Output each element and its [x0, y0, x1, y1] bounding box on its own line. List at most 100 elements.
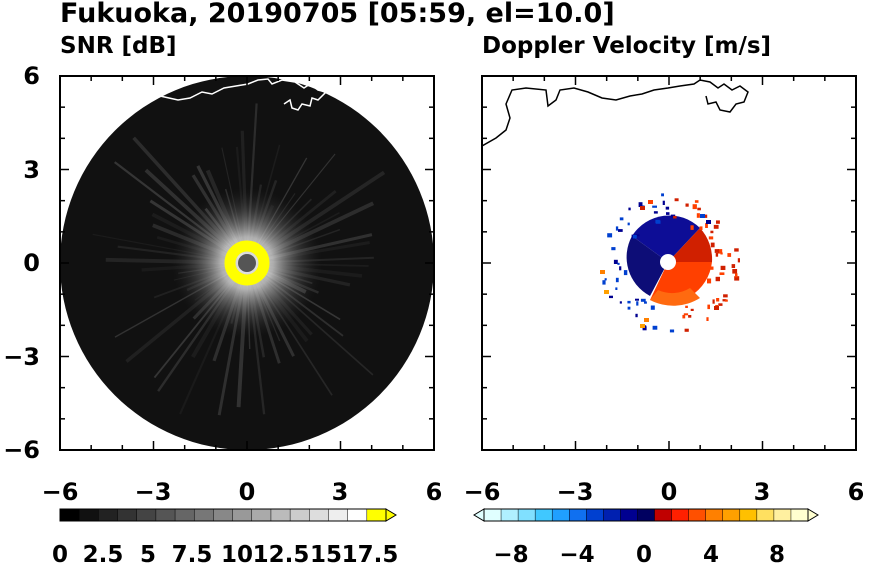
- snr-cb-label: 2.5: [83, 542, 124, 568]
- doppler-speck: [627, 306, 631, 310]
- doppler-speck: [604, 290, 609, 294]
- colorbar-swatch: [569, 509, 587, 521]
- colorbar-swatch: [620, 509, 638, 521]
- doppler-speck: [602, 280, 606, 285]
- colorbar-swatch: [309, 509, 329, 521]
- doppler-speck: [615, 226, 619, 231]
- doppler-speck: [617, 262, 620, 265]
- doppler-speck: [665, 206, 670, 210]
- doppler-speck: [688, 315, 692, 318]
- snr-tick-marks: [59, 75, 435, 451]
- colorbar-swatch: [739, 509, 758, 521]
- doppler-speck: [690, 308, 694, 311]
- colorbar-swatch: [136, 509, 157, 521]
- doppler-x-tick-labels: −6 −3 0 3 6: [464, 478, 865, 506]
- colorbar-swatch: [756, 509, 775, 521]
- doppler-tick-marks: [481, 75, 857, 451]
- doppler-speck: [673, 215, 677, 219]
- doppler-speck: [635, 298, 639, 301]
- doppler-speck: [684, 328, 689, 332]
- snr-x-tick-labels: −6 −3 0 3 6: [42, 478, 443, 506]
- doppler-speck: [640, 324, 645, 328]
- colorbar-swatch: [671, 509, 690, 521]
- doppler-speck: [650, 305, 655, 310]
- doppler-speck: [615, 287, 618, 290]
- doppler-speck: [619, 217, 624, 221]
- snr-cb-label: 12.5: [253, 542, 310, 568]
- snr-cb-label: 15: [310, 542, 342, 568]
- doppler-speck: [700, 214, 705, 218]
- doppler-xtick-label: 0: [661, 478, 678, 506]
- snr-cb-label: 7.5: [172, 542, 213, 568]
- colorbar-swatch: [328, 509, 349, 521]
- colorbar-swatch: [603, 509, 621, 521]
- doppler-speck: [661, 193, 664, 197]
- doppler-speck: [628, 207, 631, 211]
- colorbar-swatch: [213, 509, 234, 521]
- colorbar-swatch: [637, 509, 656, 521]
- doppler-speck: [674, 198, 679, 202]
- doppler-coastline: [482, 79, 749, 147]
- doppler-speck: [696, 213, 700, 218]
- doppler-speck: [611, 247, 616, 251]
- doppler-speck: [723, 294, 728, 298]
- doppler-speck: [609, 295, 613, 299]
- doppler-speck: [714, 306, 719, 310]
- snr-xtick-label: −6: [42, 478, 79, 506]
- doppler-speck: [670, 214, 676, 218]
- snr-cb-label: 10: [221, 542, 253, 568]
- doppler-colorbar: [473, 508, 819, 522]
- doppler-speck: [708, 236, 714, 240]
- snr-ytick-label: 0: [23, 249, 40, 277]
- colorbar-swatch: [790, 509, 809, 521]
- panel-title-snr: SNR [dB]: [60, 33, 177, 59]
- doppler-speck: [703, 214, 708, 218]
- snr-xtick-label: 6: [426, 478, 443, 506]
- doppler-speck: [710, 242, 715, 248]
- doppler-speck: [737, 258, 740, 263]
- doppler-speck: [706, 317, 709, 321]
- doppler-speck: [618, 229, 623, 232]
- doppler-speck: [635, 234, 640, 237]
- doppler-speck: [636, 301, 639, 306]
- panel-title-doppler: Doppler Velocity [m/s]: [482, 33, 772, 59]
- doppler-speck: [692, 204, 697, 210]
- doppler-cb-label: 8: [769, 542, 785, 568]
- colorbar-swatch: [484, 509, 502, 521]
- colorbar-max-arrow: [807, 508, 819, 522]
- doppler-speck: [600, 270, 605, 274]
- doppler-speck: [652, 205, 657, 208]
- colorbar-min-arrow: [473, 508, 485, 522]
- doppler-speck: [607, 233, 613, 238]
- doppler-speck: [632, 235, 637, 239]
- snr-xtick-label: 0: [239, 478, 256, 506]
- doppler-speck: [666, 212, 670, 215]
- colorbar-swatch: [60, 509, 80, 521]
- doppler-speck: [734, 248, 739, 252]
- doppler-speck: [690, 225, 694, 230]
- doppler-speck: [627, 222, 630, 226]
- doppler-speck: [640, 298, 646, 302]
- colorbar-swatch: [586, 509, 604, 521]
- doppler-speck: [710, 230, 714, 234]
- doppler-cb-label: −8: [493, 542, 528, 568]
- doppler-echo: [600, 193, 740, 333]
- colorbar-swatch: [722, 509, 741, 521]
- snr-ytick-label: 3: [23, 156, 40, 184]
- snr-high-ring: [224, 240, 270, 286]
- doppler-speck: [604, 278, 607, 281]
- doppler-speck: [682, 314, 686, 319]
- colorbar-swatch: [98, 509, 119, 521]
- doppler-speck: [722, 299, 727, 302]
- doppler-colorbar-labels: −8 −4 0 4 8: [493, 542, 785, 568]
- doppler-speck: [718, 303, 723, 306]
- doppler-speck: [613, 259, 618, 264]
- doppler-cb-label: 0: [636, 542, 652, 568]
- doppler-speck: [720, 265, 726, 270]
- colorbar-swatch: [290, 509, 310, 521]
- doppler-panel: −6 −3 0 3 6: [464, 75, 865, 506]
- doppler-speck: [716, 298, 720, 302]
- colorbar-swatch: [155, 509, 176, 521]
- doppler-speck: [653, 211, 658, 214]
